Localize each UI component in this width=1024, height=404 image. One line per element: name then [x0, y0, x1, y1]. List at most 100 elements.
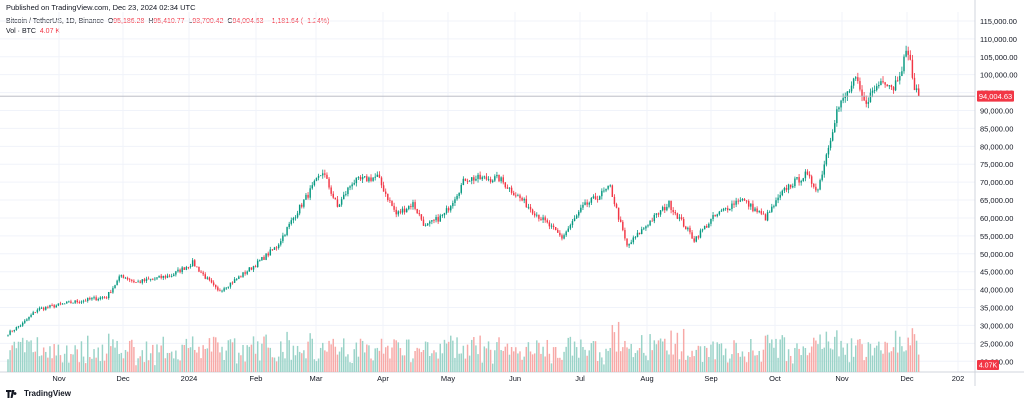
volume-bar	[168, 352, 171, 372]
candle-body	[592, 196, 595, 198]
candle-body	[630, 242, 632, 245]
volume-bar	[311, 338, 313, 372]
candle-body	[424, 225, 427, 227]
volume-bar	[412, 358, 414, 372]
candle-body	[330, 187, 332, 194]
candle-body	[51, 305, 53, 306]
y-tick-label: 50,000.00	[980, 250, 1013, 259]
candle-body	[487, 179, 490, 181]
candle-body	[326, 174, 328, 179]
volume-bar	[19, 341, 22, 372]
candle-body	[26, 319, 28, 321]
tradingview-logo[interactable]: TradingView	[6, 389, 71, 398]
volume-bar	[691, 350, 693, 372]
volume-bar	[829, 348, 832, 372]
candle-body	[628, 244, 630, 246]
volume-bar	[437, 358, 439, 372]
candle-body	[596, 199, 599, 200]
volume-bar	[519, 351, 521, 372]
candle-body	[389, 200, 391, 201]
volume-bar	[210, 351, 213, 372]
volume-bar	[834, 336, 836, 372]
volume-bar	[768, 343, 771, 372]
candle-body	[664, 207, 666, 211]
volume-bar	[441, 353, 444, 372]
y-tick-label: 70,000.00	[980, 178, 1013, 187]
volume-bar	[890, 351, 893, 372]
candle-body	[859, 81, 861, 90]
candle-body	[7, 334, 9, 336]
volume-bar	[374, 348, 376, 372]
candle-body	[899, 75, 901, 81]
candle-body	[733, 203, 735, 205]
volume-bar	[328, 340, 330, 372]
volume-bar	[735, 342, 737, 372]
candle-body	[141, 279, 144, 283]
candle-body	[903, 56, 905, 72]
volume-bar	[634, 353, 637, 372]
volume-bar	[89, 357, 91, 372]
volume-bar	[855, 345, 857, 372]
candle-body	[93, 297, 95, 299]
candle-body	[865, 100, 867, 104]
volume-bar	[852, 356, 855, 372]
volume-bar	[433, 350, 435, 372]
volume-bar	[714, 359, 716, 372]
last-volume-badge	[977, 360, 999, 370]
candle-body	[261, 256, 263, 261]
volume-bar	[227, 340, 230, 372]
volume-bar	[313, 359, 316, 372]
volume-bar	[315, 361, 318, 372]
candle-body	[87, 298, 89, 301]
change-value: −1,181.64 (−1.24%)	[267, 18, 330, 25]
volume-bar	[7, 359, 9, 372]
volume-bar	[303, 350, 305, 372]
candle-body	[223, 288, 225, 291]
volume-bar	[827, 341, 830, 372]
volume-bar	[468, 355, 471, 372]
volume-bar	[152, 344, 154, 372]
volume-bar	[21, 337, 24, 372]
candle-body	[873, 90, 876, 91]
volume-bar	[401, 355, 404, 372]
volume-bar	[500, 350, 502, 372]
candle-body	[95, 297, 97, 301]
candle-body	[187, 266, 190, 268]
x-tick-label: 202	[952, 374, 965, 383]
volume-bar	[450, 335, 452, 372]
volume-bar	[649, 334, 651, 372]
volume-bar	[609, 347, 611, 372]
candle-body	[189, 266, 192, 267]
volume-bar	[166, 352, 169, 372]
volume-bar	[821, 348, 823, 372]
volume-bar	[326, 351, 328, 372]
candle-body	[399, 211, 402, 213]
candle-body	[246, 271, 248, 274]
volume-bar	[867, 342, 870, 372]
volume-bar	[15, 348, 18, 372]
candle-body	[34, 312, 37, 314]
candle-body	[429, 221, 431, 224]
candle-body	[481, 177, 483, 180]
candle-body	[611, 185, 614, 198]
high-value: 95,410.77	[153, 18, 185, 25]
candle-body	[588, 202, 590, 205]
candle-body	[479, 174, 481, 180]
volume-bar	[781, 335, 784, 372]
volume-bar	[280, 341, 282, 372]
candle-body	[122, 275, 125, 278]
volume-bar	[149, 353, 152, 372]
candle-body	[670, 200, 672, 211]
volume-bar	[173, 358, 175, 372]
volume-bar	[206, 348, 209, 372]
candle-body	[460, 184, 462, 193]
volume-bar	[233, 338, 236, 372]
volume-bar	[653, 340, 656, 372]
candle-body	[802, 178, 805, 182]
candle-body	[82, 300, 85, 302]
candle-body	[599, 196, 601, 200]
candle-body	[32, 312, 34, 315]
volume-bar	[11, 345, 13, 372]
candle-body	[143, 279, 146, 281]
